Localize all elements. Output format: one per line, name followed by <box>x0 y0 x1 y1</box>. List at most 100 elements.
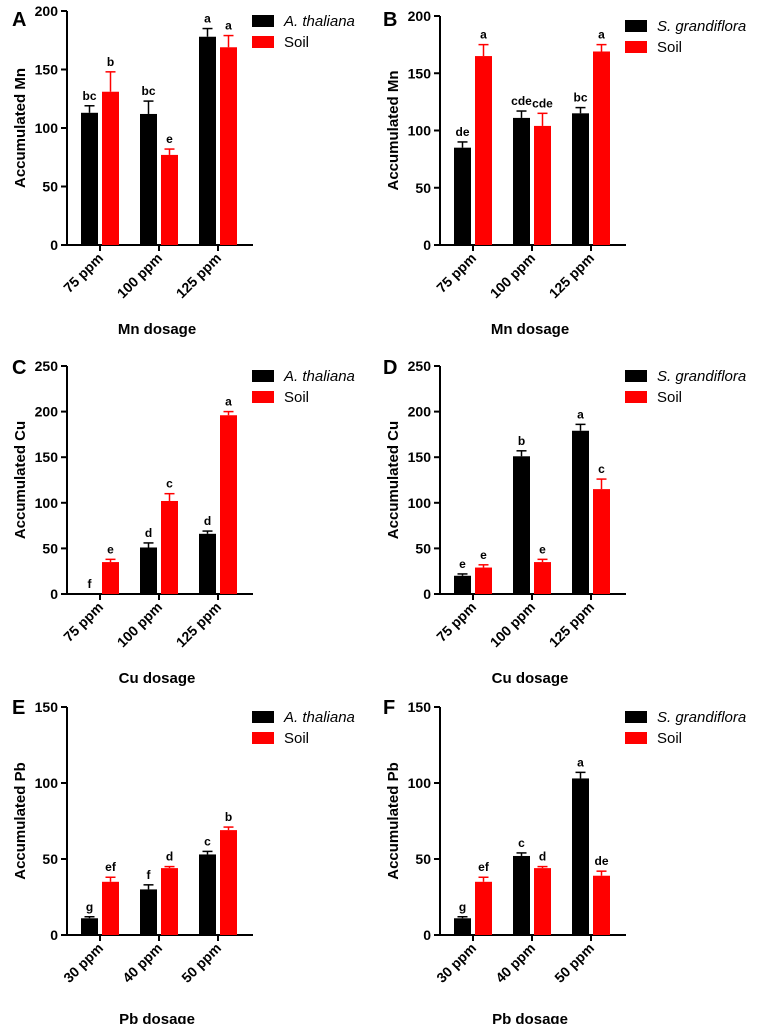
y-tick-label: 100 <box>35 120 59 136</box>
y-tick-label: 50 <box>42 179 58 195</box>
significance-letter: b <box>518 434 525 448</box>
significance-letter: c <box>518 836 525 850</box>
x-tick-label: 100 ppm <box>114 250 165 301</box>
legend-swatch-soil <box>625 391 647 403</box>
y-tick-label: 100 <box>408 495 432 511</box>
x-tick-label: 75 ppm <box>433 250 479 296</box>
significance-letter: a <box>598 28 605 42</box>
y-tick-label: 50 <box>415 180 431 196</box>
significance-letter: de <box>594 854 608 868</box>
bar-plant <box>454 918 471 935</box>
y-tick-label: 150 <box>35 449 59 465</box>
significance-letter: a <box>225 395 232 409</box>
bar-soil <box>102 91 119 245</box>
significance-letter: e <box>459 557 466 571</box>
significance-letter: e <box>166 132 173 146</box>
y-tick-label: 50 <box>415 540 431 556</box>
y-tick-label: 200 <box>35 404 59 420</box>
bar-soil <box>161 154 178 245</box>
x-axis-title: Pb dosage <box>492 1011 568 1024</box>
y-tick-label: 0 <box>50 927 58 943</box>
significance-letter: a <box>577 755 584 769</box>
bar-soil <box>534 868 551 935</box>
x-tick-label: 125 ppm <box>546 599 597 650</box>
y-axis-title: Accumulated Cu <box>385 421 402 539</box>
y-tick-label: 150 <box>408 699 432 715</box>
chart-panel-c: C 0 50 100 150 200 250 f e 75 ppm d c 100 ppm d a 125 p… <box>12 357 355 687</box>
bar-soil <box>102 881 119 935</box>
bar-soil <box>593 875 610 935</box>
x-tick-label: 40 ppm <box>119 940 165 986</box>
significance-letter: g <box>86 900 93 914</box>
legend-label-plant: S. grandiflora <box>657 18 746 35</box>
y-tick-label: 150 <box>35 699 59 715</box>
legend-swatch-plant <box>625 370 647 382</box>
chart-panel-b: B 0 50 100 150 200 de a 75 ppm cde cde 100 ppm bc a 12… <box>383 8 746 338</box>
chart-panel-a: A 0 50 100 150 200 bc b 75 ppm bc e 100 ppm aa 125 pp… <box>12 3 355 338</box>
y-tick-label: 200 <box>408 8 432 24</box>
bar-soil <box>475 56 492 246</box>
panel-label: A <box>12 9 26 31</box>
legend-swatch-plant <box>625 20 647 32</box>
bar-plant <box>572 430 589 594</box>
y-tick-label: 100 <box>35 495 59 511</box>
y-tick-label: 250 <box>35 358 59 374</box>
legend-swatch-plant <box>625 711 647 723</box>
legend-label-plant: S. grandiflora <box>657 368 746 385</box>
significance-letter: e <box>107 542 114 556</box>
bar-soil <box>475 567 492 594</box>
chart-panel-f: F 0 50 100 150 g ef 30 ppm cd 40 ppm a de 50 ppm Pb d… <box>383 697 746 1024</box>
significance-letter: d <box>145 526 152 540</box>
legend-swatch-soil <box>252 732 274 744</box>
significance-letter: c <box>166 477 173 491</box>
x-tick-label: 40 ppm <box>492 940 538 986</box>
significance-letter: e <box>480 548 487 562</box>
y-axis-title: Accumulated Cu <box>12 421 29 539</box>
significance-letter: e <box>539 542 546 556</box>
legend-swatch-soil <box>625 732 647 744</box>
bar-soil <box>220 47 237 245</box>
y-tick-label: 200 <box>35 3 59 19</box>
significance-letter: cde <box>511 94 532 108</box>
x-tick-label: 100 ppm <box>487 250 538 301</box>
legend-label-soil: Soil <box>657 389 682 406</box>
x-axis-title: Cu dosage <box>119 670 196 687</box>
bar-soil <box>593 51 610 246</box>
significance-letter: bc <box>141 84 155 98</box>
legend-label-plant: A. thaliana <box>283 368 355 385</box>
bar-plant <box>454 575 471 594</box>
x-tick-label: 30 ppm <box>60 940 106 986</box>
legend-label-plant: A. thaliana <box>283 13 355 30</box>
legend-label-soil: Soil <box>657 39 682 56</box>
significance-letter: cde <box>532 96 553 110</box>
bar-plant <box>513 456 530 594</box>
panel-label: E <box>12 697 25 719</box>
chart-panel-e: E 0 50 100 150 g ef 30 ppm fd 40 ppm cb 50 ppm Pb do… <box>12 697 355 1024</box>
bar-plant <box>513 117 530 245</box>
y-tick-label: 0 <box>50 237 58 253</box>
y-tick-label: 0 <box>423 237 431 253</box>
bar-plant <box>199 533 216 594</box>
y-tick-label: 250 <box>408 358 432 374</box>
legend-swatch-soil <box>252 391 274 403</box>
significance-letter: a <box>480 28 487 42</box>
y-tick-label: 150 <box>408 65 432 81</box>
y-axis-title: Accumulated Pb <box>385 762 402 880</box>
panel-label: D <box>383 357 397 379</box>
y-tick-label: 50 <box>42 540 58 556</box>
bar-plant <box>513 855 530 935</box>
bar-soil <box>220 830 237 935</box>
y-tick-label: 50 <box>42 851 58 867</box>
x-axis-title: Pb dosage <box>119 1011 195 1024</box>
significance-letter: bc <box>82 89 96 103</box>
bar-soil <box>161 868 178 935</box>
y-axis-title: Accumulated Pb <box>12 762 29 880</box>
x-tick-label: 100 ppm <box>114 599 165 650</box>
bar-plant <box>199 36 216 245</box>
y-tick-label: 200 <box>408 404 432 420</box>
x-tick-label: 125 ppm <box>173 599 224 650</box>
panel-label: F <box>383 697 395 719</box>
legend-swatch-plant <box>252 711 274 723</box>
legend-label-soil: Soil <box>284 389 309 406</box>
